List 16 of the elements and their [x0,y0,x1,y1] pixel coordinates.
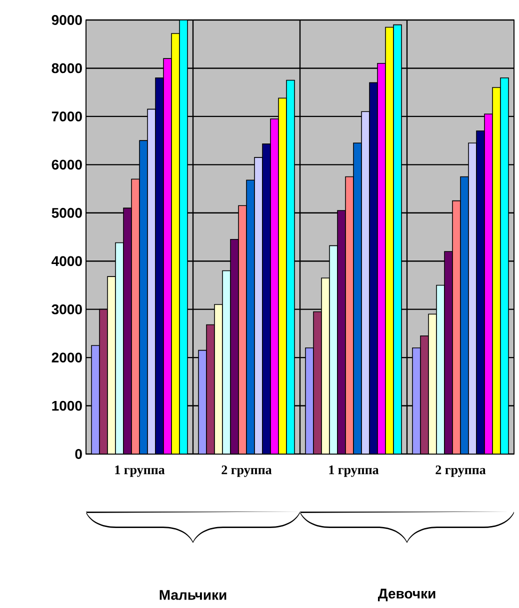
y-tick-label: 4000 [52,256,82,266]
y-tick-label: 3000 [52,304,82,314]
x-tick-label: 2 группа [436,466,486,477]
y-tick-label: 2000 [52,352,82,363]
y-tick-label: 5000 [52,208,82,218]
y-tick-label: 7000 [52,111,82,122]
x-tick-label: 1 группа [329,466,379,477]
text: Мальчики [160,590,226,600]
x-tick-label: 2 группа [222,466,272,477]
y-tick-label: 1000 [52,400,82,411]
y-tick-label: 8000 [52,63,82,74]
text: Девочки [378,588,436,602]
y-tick-label: 0 [75,449,82,459]
y-tick-label: 9000 [52,15,82,25]
x-tick-label: 1 группа [115,466,165,477]
y-tick-label: 6000 [52,160,82,170]
